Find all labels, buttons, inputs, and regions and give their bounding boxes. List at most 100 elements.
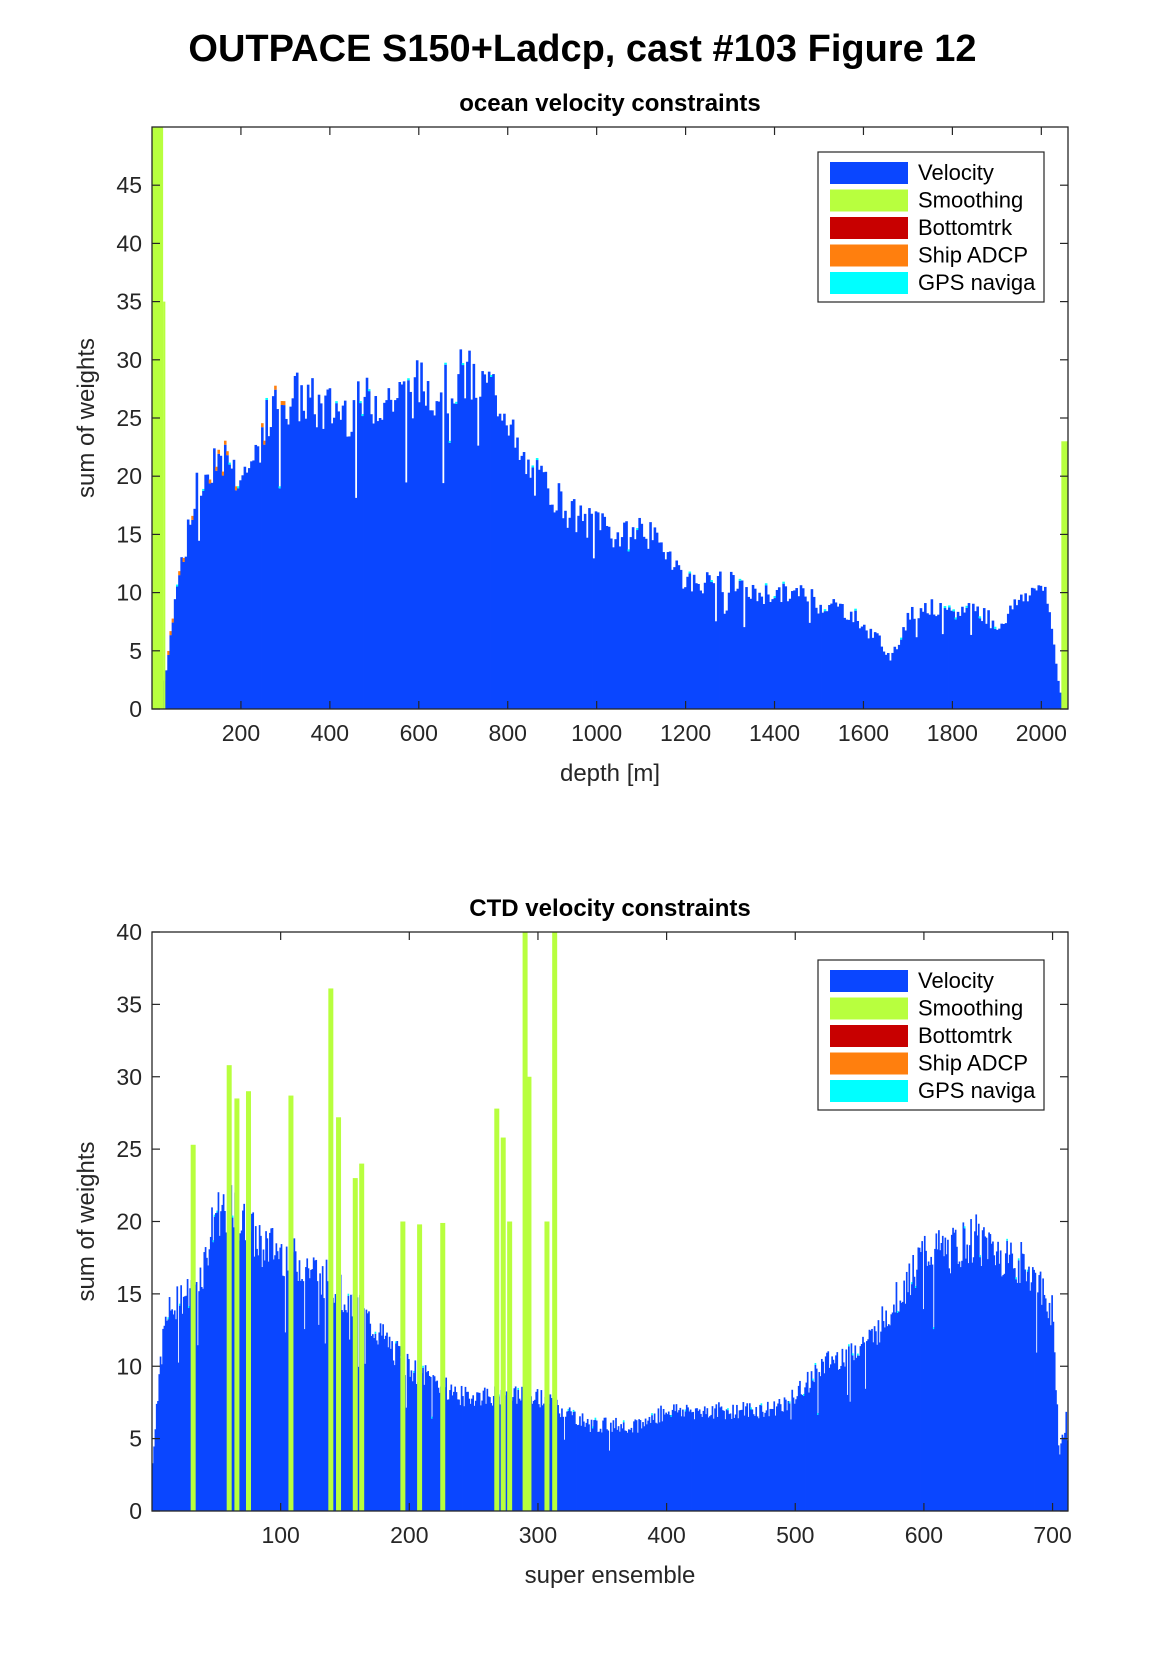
legend-swatch [830, 272, 908, 294]
velocity-bar [162, 1328, 164, 1511]
y-axis-label: sum of weights [73, 338, 100, 498]
velocity-bar [367, 391, 371, 709]
velocity-bar [177, 1362, 180, 1511]
velocity-bar [278, 488, 282, 709]
velocity-bar [862, 624, 866, 709]
velocity-bar [479, 396, 482, 709]
gps-naviga-segment [817, 1412, 819, 1415]
velocity-bar [422, 1367, 424, 1511]
legend-swatch [830, 217, 908, 239]
smoothing-bar [190, 1144, 196, 1511]
velocity-bar [409, 1376, 411, 1511]
velocity-bar [291, 398, 295, 709]
velocity-bar [481, 1400, 484, 1511]
velocity-bar [633, 1421, 635, 1511]
ship-adcp-segment [223, 440, 227, 445]
velocity-bar [599, 530, 602, 709]
velocity-bar [809, 1387, 812, 1511]
legend-swatch [830, 997, 908, 1020]
velocity-bar [640, 523, 644, 709]
velocity-bar [695, 583, 698, 709]
velocity-bar [649, 1422, 652, 1511]
velocity-bar [215, 470, 218, 709]
velocity-bar [965, 1258, 967, 1511]
velocity-bar [428, 1375, 431, 1511]
velocity-bar [604, 1417, 607, 1511]
velocity-bar [487, 1396, 490, 1511]
velocity-bar [460, 1385, 463, 1511]
velocity-bar [579, 505, 583, 709]
velocity-bar [529, 477, 532, 709]
velocity-bar [993, 628, 997, 709]
velocity-bar [503, 413, 506, 709]
velocity-bar [924, 603, 927, 709]
velocity-bar [1048, 1302, 1051, 1511]
velocity-bar [566, 527, 569, 709]
velocity-bar [281, 1275, 284, 1511]
velocity-bar [925, 1250, 927, 1511]
velocity-bar [491, 1405, 494, 1511]
velocity-bar [709, 1416, 711, 1511]
velocity-bar [280, 405, 284, 709]
velocity-bar [406, 1353, 409, 1511]
velocity-bar [610, 1422, 612, 1511]
velocity-bar [706, 1408, 709, 1511]
velocity-bar [866, 1341, 868, 1511]
velocity-bar [867, 1339, 869, 1511]
velocity-bar [665, 1412, 668, 1511]
y-tick-label: 20 [116, 1209, 142, 1235]
velocity-bar [348, 436, 351, 709]
velocity-bar [550, 1398, 553, 1511]
legend-label: Bottomtrk [918, 1023, 1013, 1048]
velocity-bar [841, 604, 844, 709]
velocity-bar [298, 1260, 301, 1511]
velocity-bar [751, 584, 755, 709]
velocity-bar [784, 586, 788, 709]
velocity-bar [631, 1432, 634, 1511]
velocity-bar [165, 670, 168, 709]
velocity-bar [557, 483, 561, 709]
velocity-bar [619, 1431, 621, 1511]
velocity-bar [956, 611, 960, 709]
velocity-bar [282, 405, 286, 709]
velocity-bar [606, 1429, 608, 1511]
velocity-bar [800, 1394, 803, 1511]
velocity-bar [411, 418, 415, 709]
velocity-bar [928, 614, 931, 709]
velocity-bar [954, 619, 958, 709]
velocity-bar [216, 1212, 219, 1511]
velocity-bar [992, 1241, 994, 1511]
velocity-bar [967, 1263, 970, 1511]
velocity-bar [1013, 1268, 1016, 1511]
velocity-bar [649, 522, 652, 709]
velocity-bar [679, 1407, 682, 1511]
gps-naviga-segment [900, 637, 903, 640]
velocity-bar [535, 460, 539, 709]
velocity-bar [712, 583, 716, 709]
velocity-bar [788, 1403, 791, 1511]
velocity-bar [922, 1309, 925, 1511]
velocity-bar [741, 1409, 743, 1511]
velocity-bar [660, 542, 663, 709]
velocity-bar [489, 1397, 491, 1511]
velocity-bar [881, 1306, 884, 1511]
velocity-bar [477, 1392, 480, 1511]
velocity-bar [941, 634, 945, 709]
velocity-bar [303, 1329, 306, 1511]
velocity-bar [274, 389, 277, 709]
velocity-bar [568, 1407, 571, 1511]
velocity-bar [692, 1411, 695, 1511]
velocity-bar [1064, 1432, 1066, 1511]
smoothing-bar [163, 301, 166, 709]
velocity-bar [387, 388, 391, 709]
velocity-bar [804, 1387, 806, 1511]
velocity-bar [247, 468, 251, 709]
velocity-bar [930, 1256, 933, 1511]
velocity-bar [385, 400, 388, 709]
velocity-bar [1052, 644, 1056, 709]
y-tick-label: 15 [116, 521, 142, 547]
velocity-bar [217, 453, 221, 709]
velocity-bar [1065, 1411, 1068, 1511]
velocity-bar [629, 537, 633, 709]
